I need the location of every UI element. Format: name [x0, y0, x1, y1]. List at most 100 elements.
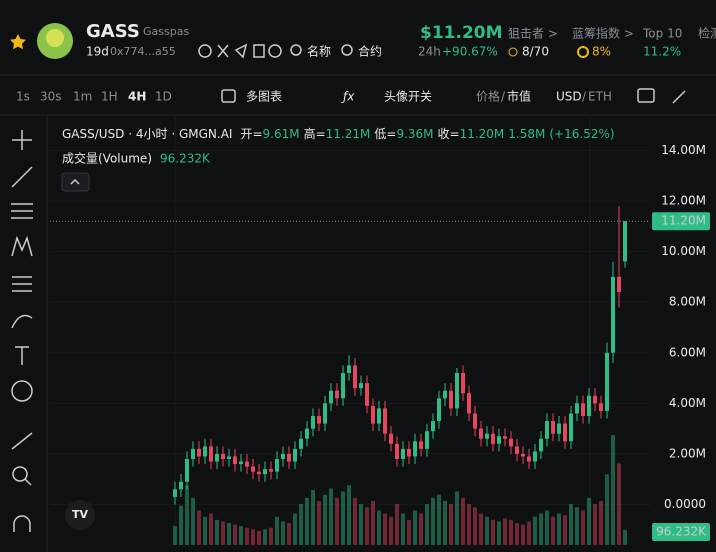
volume-bar — [413, 510, 417, 545]
volume-bar — [317, 501, 321, 545]
fx-icon[interactable]: ƒx — [341, 90, 355, 104]
candle-body — [203, 446, 207, 457]
interval[interactable]: 1m — [73, 90, 92, 104]
candle-body — [611, 276, 615, 353]
volume-bar — [503, 518, 507, 545]
camera-icon[interactable] — [637, 88, 655, 103]
volume-bar — [461, 497, 465, 545]
drawing-tools[interactable] — [11, 130, 33, 532]
avatar-toggle[interactable]: 头像开关 — [384, 90, 432, 104]
symbol: GASS/USD · 4小时 · GMGN.AI — [62, 127, 232, 141]
interval[interactable]: 1D — [155, 90, 172, 104]
interval[interactable]: 30s — [40, 90, 62, 104]
avatar-detail — [46, 29, 64, 47]
volume-bar — [563, 515, 567, 545]
price: $11.20M — [420, 23, 503, 43]
candle-body — [317, 416, 321, 424]
volume-bar — [311, 490, 315, 545]
volume-bar — [521, 524, 525, 545]
snipers-label[interactable]: 狙击者 > — [508, 27, 558, 41]
candle-body — [593, 395, 597, 404]
volume-bar — [455, 491, 459, 545]
y-tick-label: 4.00M — [669, 396, 706, 410]
candle-body — [311, 416, 315, 429]
candle-body — [371, 405, 375, 424]
separator: / — [582, 90, 587, 104]
volume-bar — [509, 519, 513, 545]
multi-chart[interactable]: 多图表 — [246, 90, 282, 104]
volume-bar — [257, 530, 261, 545]
candle-body — [191, 448, 195, 459]
candle-body — [239, 461, 243, 465]
volume-bar — [407, 519, 411, 545]
candle-body — [479, 428, 483, 439]
price-label-box — [652, 212, 710, 231]
snipers-icon — [508, 47, 518, 57]
volume-bar — [359, 504, 363, 545]
ohlc-value: 9.36M — [396, 127, 433, 141]
candle-body — [485, 433, 489, 439]
candle-body — [251, 466, 255, 472]
favorite-star[interactable] — [10, 34, 26, 50]
volume-bar — [227, 523, 231, 545]
volume-bar — [623, 529, 627, 545]
volume-bar — [203, 516, 207, 545]
candle-body — [269, 469, 273, 472]
ohlc-value: 11.21M — [326, 127, 371, 141]
bluechip: 8% — [592, 45, 611, 59]
collapse-button[interactable] — [61, 172, 90, 192]
interval[interactable]: 1s — [16, 90, 30, 104]
volume-bar — [587, 497, 591, 545]
interval-bar: 1s 30s 1m 1H 4H 1D — [16, 90, 172, 104]
volume-bar — [215, 519, 219, 545]
bluechip-label[interactable]: 蓝筹指数 > — [572, 26, 634, 41]
candle-body — [467, 393, 471, 414]
candle-body — [449, 390, 453, 409]
ohlc-label: 开= — [240, 127, 262, 141]
market-cap-mode[interactable]: 市值 — [507, 89, 531, 104]
candle-body — [623, 221, 627, 262]
volume-bar — [419, 513, 423, 545]
interval[interactable]: 4H — [128, 90, 146, 104]
audit-label[interactable]: 检测 — [698, 26, 716, 41]
bluechip-icon — [577, 46, 589, 58]
candle-body — [503, 436, 507, 439]
volume-bar — [425, 504, 429, 545]
volume-bar — [515, 523, 519, 545]
volume-label: 成交量(Volume) — [62, 151, 152, 166]
candle-body — [305, 428, 309, 439]
search-name[interactable]: 名称 — [307, 44, 331, 59]
volume-bar — [197, 510, 201, 545]
volume-bar — [269, 527, 273, 545]
volume-bar — [401, 513, 405, 545]
token-address[interactable]: 0x774...a55 — [110, 45, 176, 58]
candle-body — [455, 373, 459, 409]
candle-body — [227, 456, 231, 459]
token-name: GASS — [86, 21, 140, 42]
price-mode[interactable]: 价格 — [476, 89, 500, 104]
candle-body — [179, 481, 183, 490]
candle-body — [437, 398, 441, 422]
candle-body — [497, 436, 501, 444]
volume-bar — [275, 516, 279, 545]
volume-bar — [371, 501, 375, 545]
candle-body — [335, 390, 339, 399]
y-tick-label: 2.00M — [669, 446, 706, 460]
candle-body — [473, 413, 477, 429]
volume-bar — [233, 524, 237, 545]
interval[interactable]: 1H — [101, 90, 118, 104]
y-tick-label: 6.00M — [669, 345, 706, 359]
volume-bar — [173, 526, 177, 545]
candle-body — [197, 448, 201, 457]
expand-icon[interactable] — [672, 90, 686, 104]
volume-bar — [467, 504, 471, 545]
eth[interactable]: ETH — [588, 90, 612, 104]
price-label: 11.20M — [661, 214, 706, 228]
volume-bar — [539, 513, 543, 545]
candle-body — [509, 438, 513, 447]
plot: 0.0000 2.00M 4.00M 6.00M 8.00M 10.00M 12.00M 14… — [50, 115, 710, 545]
search-contract[interactable]: 合约 — [358, 44, 382, 59]
usd[interactable]: USD — [556, 90, 582, 104]
candle-body — [221, 453, 225, 459]
